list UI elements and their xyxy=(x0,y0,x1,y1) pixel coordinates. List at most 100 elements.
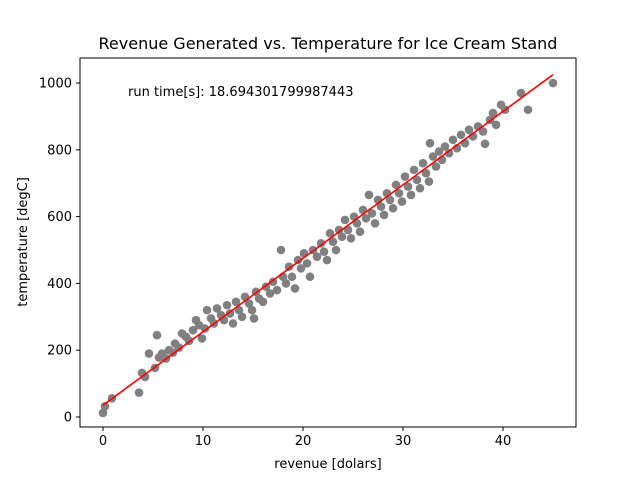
data-point xyxy=(409,165,419,175)
data-point xyxy=(140,372,150,382)
data-point xyxy=(400,172,410,181)
y-tick-label: 800 xyxy=(47,143,72,158)
data-point xyxy=(418,158,428,168)
data-point xyxy=(406,190,416,200)
y-tick-label: 1000 xyxy=(39,77,72,92)
data-point xyxy=(337,232,347,241)
data-point xyxy=(391,180,401,190)
x-tick-label: 30 xyxy=(395,434,412,449)
data-point xyxy=(197,334,207,343)
data-point xyxy=(287,272,297,282)
data-point xyxy=(272,285,282,295)
data-point xyxy=(258,297,268,307)
chart-title: Revenue Generated vs. Temperature for Ic… xyxy=(99,34,558,53)
data-point xyxy=(247,305,257,315)
data-point xyxy=(397,197,407,206)
data-point xyxy=(421,168,431,178)
data-point xyxy=(346,234,356,243)
data-point xyxy=(425,138,435,148)
data-point xyxy=(548,78,558,88)
data-point xyxy=(424,177,434,186)
data-point xyxy=(296,264,306,273)
data-point xyxy=(388,203,398,213)
data-point xyxy=(340,215,350,225)
data-point xyxy=(244,299,254,308)
data-point xyxy=(403,182,413,191)
data-point xyxy=(334,225,344,235)
data-point xyxy=(174,343,184,352)
data-point xyxy=(202,305,212,315)
data-point xyxy=(331,245,341,255)
data-point xyxy=(394,188,404,198)
data-point xyxy=(516,88,526,98)
data-point xyxy=(415,183,425,193)
data-point xyxy=(152,330,162,340)
y-axis-label: temperature [degC] xyxy=(16,177,31,307)
data-point xyxy=(302,259,312,268)
data-point xyxy=(431,162,441,171)
data-point xyxy=(370,218,380,228)
data-point xyxy=(464,125,474,135)
data-point xyxy=(134,388,144,397)
data-point xyxy=(281,279,291,288)
data-point xyxy=(412,175,422,185)
x-tick-label: 10 xyxy=(195,434,212,449)
fit-line xyxy=(102,74,554,406)
data-point xyxy=(480,139,490,149)
data-point xyxy=(440,142,450,151)
data-point xyxy=(290,284,300,293)
data-point xyxy=(364,190,374,200)
data-point xyxy=(434,147,444,156)
data-point xyxy=(322,255,332,265)
data-point xyxy=(200,324,210,333)
y-tick-label: 0 xyxy=(64,410,72,425)
y-tick-label: 600 xyxy=(47,210,72,225)
data-point xyxy=(319,247,329,256)
data-point xyxy=(428,152,438,161)
data-point xyxy=(228,319,238,328)
data-point xyxy=(222,300,232,310)
y-axis-ticks: 0 200 400 600 800 1000 xyxy=(39,77,80,425)
x-tick-label: 40 xyxy=(495,434,512,449)
data-point xyxy=(488,108,498,118)
x-tick-label: 0 xyxy=(99,434,107,449)
data-point xyxy=(325,229,335,238)
data-point xyxy=(361,213,371,223)
data-point xyxy=(144,349,154,358)
data-point xyxy=(367,208,377,218)
data-point xyxy=(456,130,466,140)
x-axis-ticks: 0 10 20 30 40 xyxy=(99,427,511,449)
data-point xyxy=(491,120,501,130)
data-point xyxy=(188,325,198,335)
data-point xyxy=(276,245,286,255)
fit-line-layer xyxy=(102,74,554,406)
data-point xyxy=(212,304,222,313)
data-point xyxy=(355,227,365,236)
data-point xyxy=(265,289,275,298)
data-point xyxy=(100,401,110,411)
data-point xyxy=(249,314,259,323)
y-tick-label: 400 xyxy=(47,277,72,292)
y-tick-label: 200 xyxy=(47,344,72,359)
x-axis-label: revenue [dolars] xyxy=(274,457,381,472)
data-point xyxy=(448,135,458,145)
data-point xyxy=(478,127,488,136)
plot-frame xyxy=(79,57,577,428)
data-point xyxy=(284,262,294,272)
data-point xyxy=(376,202,386,211)
points-layer xyxy=(98,78,558,418)
data-point xyxy=(328,237,338,246)
data-point xyxy=(312,252,322,261)
data-point xyxy=(305,272,315,282)
data-point xyxy=(293,255,303,265)
data-point xyxy=(237,312,247,322)
data-point xyxy=(98,408,108,418)
data-point xyxy=(379,210,389,220)
data-point xyxy=(231,297,241,307)
data-point xyxy=(385,195,395,205)
data-point xyxy=(316,239,326,248)
data-point xyxy=(234,305,244,315)
data-point xyxy=(523,105,533,115)
x-tick-label: 20 xyxy=(295,434,312,449)
